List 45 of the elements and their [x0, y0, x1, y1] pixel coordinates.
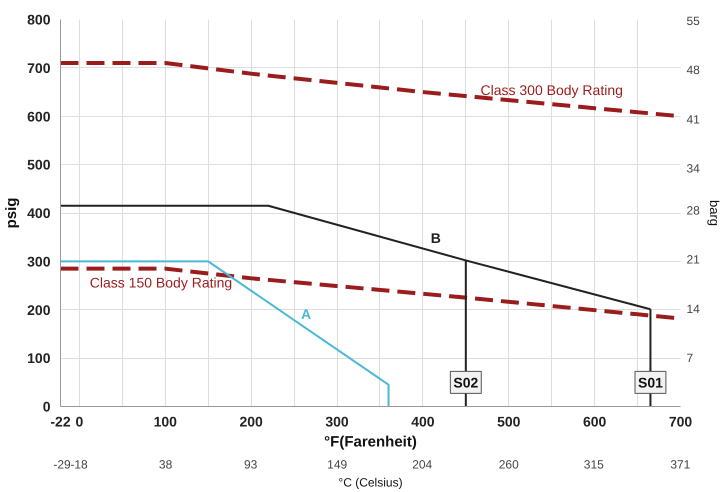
x-tick-label: 400 [411, 414, 435, 430]
x2-tick-label: -18 [70, 458, 88, 472]
annotation: A [301, 306, 312, 322]
x-tick-label: 700 [668, 414, 692, 430]
x-tick-label: 600 [582, 414, 607, 430]
y2-tick-label: 41 [686, 112, 700, 126]
x2-tick-label: 204 [412, 458, 433, 472]
y-tick-label: 600 [27, 108, 51, 124]
y-axis-title: psig [3, 198, 20, 228]
y-tick-label: 100 [27, 350, 51, 366]
x2-tick-label: 260 [498, 458, 520, 472]
x-tick-label: -22 [50, 414, 71, 430]
y2-tick-label: 28 [686, 204, 700, 218]
y-tick-label: 500 [27, 156, 51, 173]
annotation: Class 150 Body Rating [90, 274, 232, 291]
x-tick-label: 100 [154, 414, 178, 430]
y2-axis-title: barg [706, 200, 722, 226]
x-tick-label: 0 [76, 414, 84, 430]
y-tick-label: 300 [27, 253, 51, 270]
y2-tick-label: 55 [686, 14, 700, 28]
annotation: Class 300 Body Rating [480, 82, 623, 98]
annotation: S02 [453, 374, 478, 390]
y2-tick-label: 34 [686, 161, 700, 176]
annotation: S01 [638, 374, 664, 390]
x2-tick-label: 371 [670, 458, 691, 472]
annotation: B [430, 230, 441, 246]
x-axis-title: °F(Farenheit) [324, 434, 417, 450]
x2-tick-label: -29 [53, 458, 72, 472]
x2-tick-label: 149 [327, 458, 348, 472]
x-tick-label: 300 [325, 414, 349, 430]
y2-tick-label: 7 [686, 350, 694, 365]
x-tick-label: 500 [497, 414, 521, 430]
y-tick-label: 0 [42, 398, 51, 414]
x-tick-label: 200 [239, 414, 264, 430]
y-tick-label: 800 [27, 12, 51, 28]
y-tick-label: 400 [27, 205, 51, 221]
x2-axis-title: °C (Celsius) [338, 476, 403, 490]
x2-tick-label: 93 [244, 458, 258, 472]
y-tick-label: 700 [27, 60, 51, 76]
y2-tick-label: 48 [686, 63, 700, 78]
x2-tick-label: 38 [158, 458, 173, 472]
x2-tick-label: 315 [584, 458, 604, 472]
y2-tick-label: 14 [686, 302, 700, 316]
y-tick-label: 200 [27, 302, 51, 318]
y2-tick-label: 21 [686, 252, 700, 267]
